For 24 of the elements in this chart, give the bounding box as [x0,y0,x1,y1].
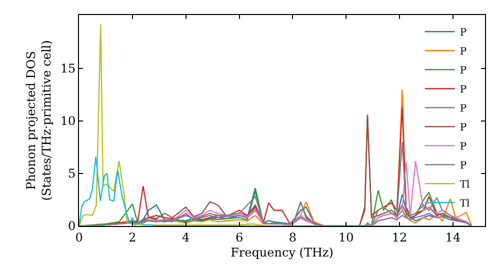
y-tick-label: 15 [60,62,76,76]
x-tick-label: 2 [128,230,136,244]
x-tick-label: 6 [235,230,244,244]
legend-label: P [460,104,467,115]
legend-label: Tl [460,180,470,191]
y-axis-title: Phonon projected DOS (States/THz·primitive cell) [24,40,54,201]
legend-label: P [460,46,467,58]
y-tick-label: 5 [68,166,76,181]
x-tick-label: 14 [445,230,461,244]
x-axis-title: Frequency (THz) [230,245,334,260]
y-tick-label: 0 [68,219,76,234]
x-tick-label: 4 [182,230,190,244]
legend-label: P [460,142,467,153]
x-tick-label: 8 [288,230,296,244]
y-tick-label: 10 [60,114,76,128]
line-series [79,141,472,226]
legend-label: P [460,28,467,39]
legend-label: P [460,66,467,77]
legend-label: P [460,160,467,172]
x-tick-label: 12 [392,230,408,244]
legend-label: P [460,122,467,134]
legend-label: Tl [460,198,470,210]
x-tick-label: 10 [338,230,354,244]
legend-label: P [460,84,467,96]
